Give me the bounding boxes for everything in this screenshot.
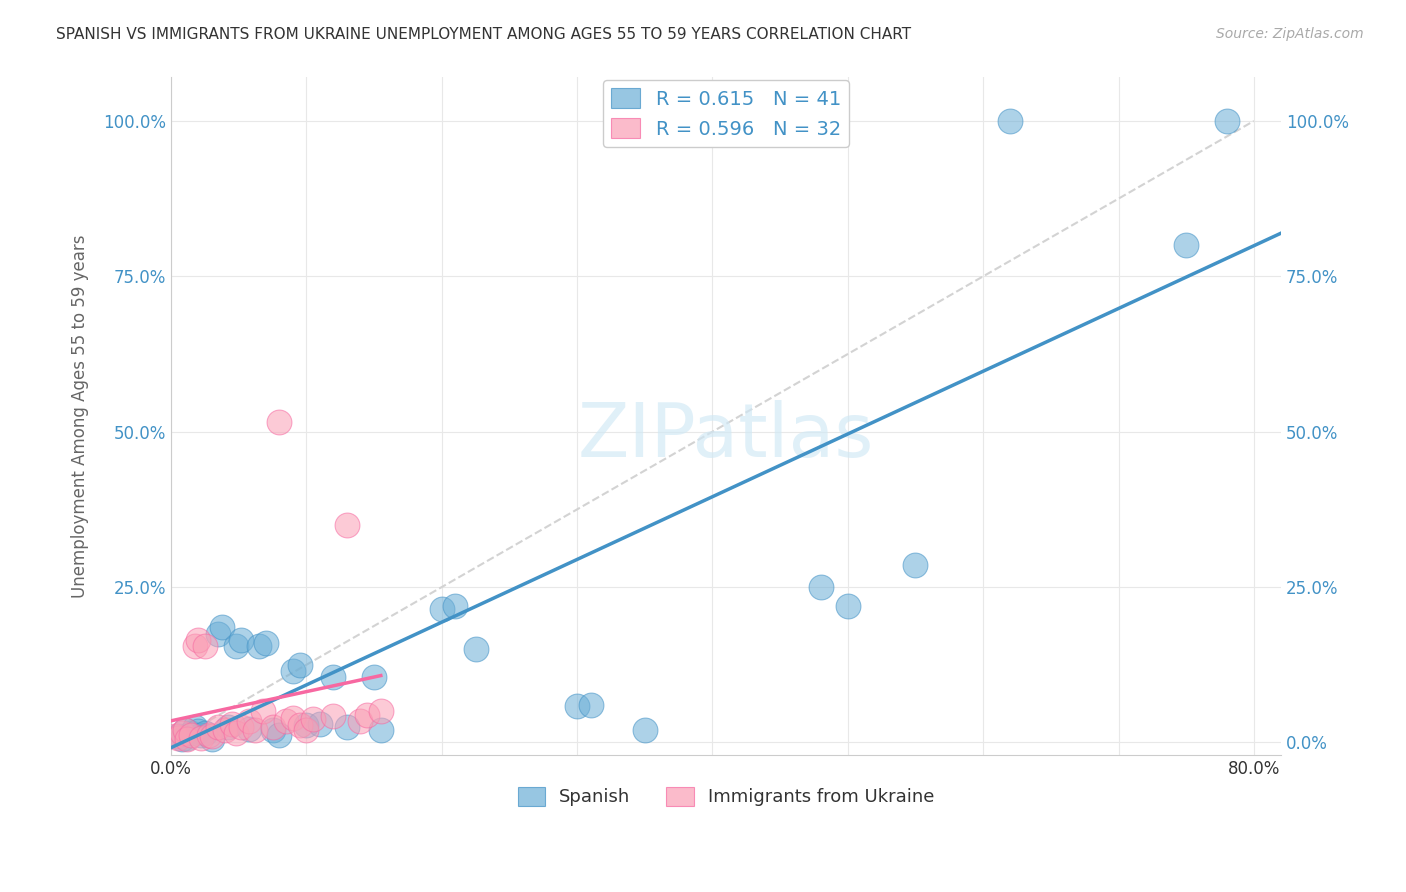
Point: [247, 639, 270, 653]
Point: [214, 723, 236, 737]
Point: [166, 729, 188, 743]
Point: [217, 720, 239, 734]
Point: [336, 720, 359, 734]
Point: [1175, 238, 1198, 252]
Point: [190, 731, 212, 745]
Point: [1216, 114, 1239, 128]
Point: [238, 714, 260, 728]
Point: [180, 726, 202, 740]
Point: [176, 731, 198, 745]
Point: [295, 723, 318, 737]
Point: [837, 599, 859, 613]
Point: [173, 723, 195, 737]
Point: [184, 720, 207, 734]
Point: [281, 664, 304, 678]
Point: [187, 632, 209, 647]
Legend: Spanish, Immigrants from Ukraine: Spanish, Immigrants from Ukraine: [510, 780, 942, 814]
Point: [295, 718, 318, 732]
Point: [254, 636, 277, 650]
Text: ZIPatlas: ZIPatlas: [578, 400, 875, 473]
Point: [207, 720, 229, 734]
Point: [176, 732, 198, 747]
Point: [269, 728, 291, 742]
Point: [262, 720, 284, 734]
Point: [262, 723, 284, 737]
Point: [810, 580, 832, 594]
Point: [647, 114, 669, 128]
Point: [363, 670, 385, 684]
Point: [200, 729, 222, 743]
Point: [194, 726, 217, 740]
Point: [190, 728, 212, 742]
Point: [166, 731, 188, 745]
Point: [211, 620, 233, 634]
Point: [170, 726, 193, 740]
Point: [231, 632, 253, 647]
Point: [322, 709, 344, 723]
Point: [281, 710, 304, 724]
Text: SPANISH VS IMMIGRANTS FROM UKRAINE UNEMPLOYMENT AMONG AGES 55 TO 59 YEARS CORREL: SPANISH VS IMMIGRANTS FROM UKRAINE UNEMP…: [56, 27, 911, 42]
Point: [173, 723, 195, 737]
Point: [221, 716, 243, 731]
Point: [565, 699, 588, 714]
Point: [187, 724, 209, 739]
Point: [225, 639, 247, 653]
Point: [243, 723, 266, 737]
Point: [302, 712, 325, 726]
Point: [198, 728, 221, 742]
Point: [252, 705, 274, 719]
Y-axis label: Unemployment Among Ages 55 to 59 years: Unemployment Among Ages 55 to 59 years: [72, 235, 89, 598]
Point: [579, 698, 602, 713]
Point: [444, 599, 467, 613]
Point: [184, 639, 207, 653]
Point: [269, 416, 291, 430]
Point: [194, 639, 217, 653]
Point: [288, 718, 311, 732]
Point: [322, 670, 344, 684]
Point: [274, 714, 297, 728]
Point: [370, 723, 392, 737]
Point: [309, 716, 332, 731]
Point: [336, 517, 359, 532]
Text: Source: ZipAtlas.com: Source: ZipAtlas.com: [1216, 27, 1364, 41]
Point: [207, 626, 229, 640]
Point: [634, 723, 657, 737]
Point: [356, 707, 378, 722]
Point: [430, 602, 453, 616]
Point: [288, 657, 311, 672]
Point: [904, 558, 927, 573]
Point: [180, 728, 202, 742]
Point: [349, 714, 371, 728]
Point: [165, 729, 187, 743]
Point: [238, 722, 260, 736]
Point: [225, 726, 247, 740]
Point: [200, 732, 222, 747]
Point: [1000, 114, 1022, 128]
Point: [231, 720, 253, 734]
Point: [464, 642, 486, 657]
Point: [170, 732, 193, 747]
Point: [370, 705, 392, 719]
